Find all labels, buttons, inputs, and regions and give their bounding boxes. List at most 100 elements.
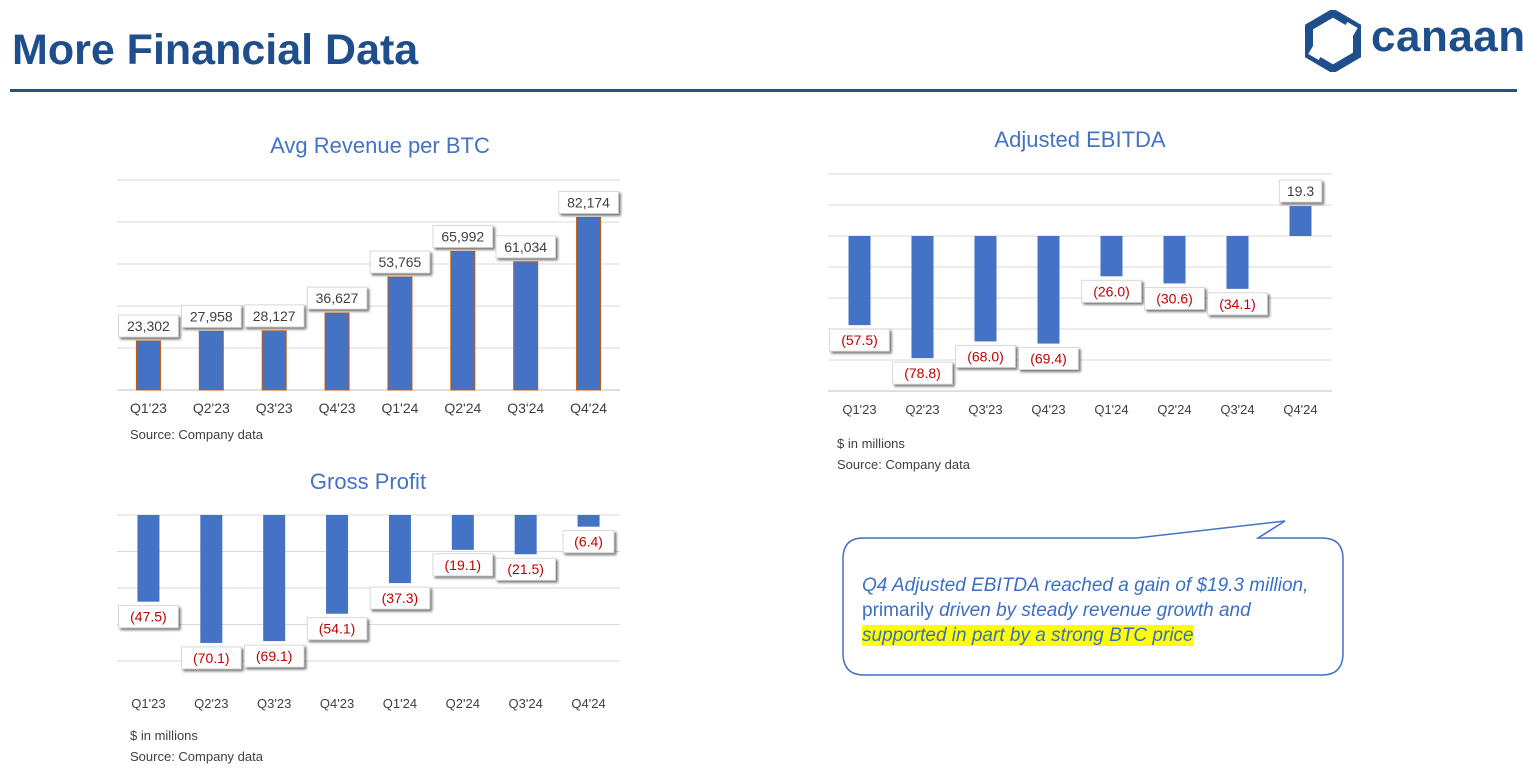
ebitda-data-label: (57.5) — [841, 332, 878, 348]
ebitda-data-label: 19.3 — [1287, 183, 1314, 199]
ebitda-x-tick-label: Q1'24 — [1094, 402, 1128, 417]
ebitda-x-tick-label: Q4'24 — [1283, 402, 1317, 417]
ebitda-data-label-box — [829, 328, 890, 352]
gross-source-note: Source: Company data — [130, 749, 263, 764]
revenue-data-label-box — [369, 250, 431, 274]
gross-data-label-box — [243, 644, 305, 668]
callout-line-1: Q4 Adjusted EBITDA reached a gain of $19… — [862, 575, 1309, 596]
revenue-data-label: 27,958 — [190, 308, 233, 324]
gross-data-label-box — [369, 586, 431, 610]
ebitda-data-label: (68.0) — [967, 348, 1004, 364]
gross-bar — [263, 515, 286, 642]
gross-bar — [514, 515, 537, 555]
revenue-data-label: 61,034 — [504, 239, 547, 255]
gross-data-label: (37.3) — [382, 590, 419, 606]
ebitda-data-label: (26.0) — [1093, 283, 1130, 299]
ebitda-chart-title: Adjusted EBITDA — [994, 127, 1166, 152]
revenue-x-tick-label: Q3'23 — [256, 400, 293, 416]
canaan-logo-icon — [1305, 10, 1361, 72]
gross-x-tick-label: Q1'23 — [131, 696, 165, 711]
revenue-x-tick-label: Q2'23 — [193, 400, 230, 416]
gross-x-tick-label: Q2'23 — [194, 696, 228, 711]
revenue-data-label-box — [432, 225, 494, 248]
gross-data-label-box — [181, 646, 242, 670]
gross-x-tick-label: Q3'23 — [257, 696, 291, 711]
page-title: More Financial Data — [12, 26, 419, 74]
ebitda-x-tick-label: Q1'23 — [842, 402, 876, 417]
revenue-x-tick-label: Q4'24 — [570, 400, 607, 416]
revenue-chart-title: Avg Revenue per BTC — [270, 133, 490, 158]
ebitda-x-tick-label: Q2'24 — [1157, 402, 1191, 417]
ebitda-x-tick-label: Q2'23 — [905, 402, 939, 417]
revenue-data-label-box — [243, 304, 305, 328]
callout-text: Q4 Adjusted EBITDA reached a gain of $19… — [862, 573, 1337, 648]
gross-bar — [200, 515, 223, 643]
revenue-x-tick-label: Q1'23 — [130, 400, 167, 416]
revenue-bar — [387, 276, 413, 391]
ebitda-bar — [1289, 206, 1312, 236]
gross-data-label: (19.1) — [445, 557, 482, 573]
ebitda-data-label-box — [1018, 347, 1079, 370]
ebitda-data-label: (78.8) — [904, 365, 941, 381]
canaan-logo: canaan — [1303, 10, 1523, 72]
gross-data-label: (21.5) — [507, 561, 544, 577]
title-divider — [10, 89, 1517, 92]
revenue-data-label: 36,627 — [316, 290, 359, 306]
gross-x-tick-label: Q4'24 — [571, 696, 605, 711]
gross-bar — [388, 515, 411, 584]
gross-data-label-box — [495, 557, 556, 581]
gross-data-label: (6.4) — [574, 534, 603, 550]
gross-x-tick-label: Q2'24 — [446, 696, 480, 711]
revenue-bar — [450, 250, 476, 391]
revenue-data-label-box — [181, 304, 242, 328]
revenue-data-label: 53,765 — [379, 254, 422, 270]
revenue-data-label-box — [558, 191, 619, 214]
gross-unit-note: $ in millions — [130, 728, 198, 743]
gross-data-label: (69.1) — [256, 648, 293, 664]
revenue-source-note: Source: Company data — [130, 427, 263, 442]
logo-text: canaan — [1371, 12, 1523, 61]
ebitda-data-label: (69.4) — [1030, 351, 1067, 367]
ebitda-bar — [848, 236, 871, 326]
gross-x-tick-label: Q3'24 — [509, 696, 543, 711]
gross-bar — [451, 515, 474, 550]
revenue-data-label: 65,992 — [441, 228, 484, 244]
gross-bar — [326, 515, 349, 614]
gross-bar — [577, 515, 600, 527]
ebitda-source-note: Source: Company data — [837, 457, 970, 472]
revenue-data-label-box — [118, 314, 179, 338]
ebitda-data-label-box — [892, 361, 953, 385]
revenue-x-tick-label: Q3'24 — [507, 400, 544, 416]
ebitda-x-tick-label: Q3'24 — [1220, 402, 1254, 417]
gross-bar — [137, 515, 160, 602]
gross-data-label-box — [306, 617, 368, 641]
ebitda-unit-note: $ in millions — [837, 436, 905, 451]
revenue-data-label-box — [495, 235, 556, 259]
ebitda-data-label: (34.1) — [1219, 296, 1256, 312]
ebitda-data-label-box — [1081, 279, 1142, 303]
gross-data-label: (70.1) — [193, 650, 230, 666]
gross-data-label: (47.5) — [130, 609, 167, 625]
ebitda-data-label-box — [1278, 179, 1323, 203]
revenue-x-tick-label: Q2'24 — [444, 400, 481, 416]
revenue-bar — [576, 216, 602, 391]
ebitda-bar — [974, 236, 997, 342]
revenue-bar — [198, 330, 224, 391]
revenue-data-label-box — [306, 286, 368, 310]
callout-highlight: supported in part by a strong BTC price — [862, 625, 1194, 646]
gross-data-label-box — [118, 605, 179, 629]
revenue-bar — [261, 330, 287, 391]
callout-line-2b: driven by steady revenue growth and — [939, 600, 1251, 621]
callout-line-2a: primarily — [862, 600, 940, 621]
gross-profit-chart-title: Gross Profit — [309, 469, 427, 494]
ebitda-bar — [1226, 236, 1249, 289]
revenue-bar — [135, 340, 161, 391]
ebitda-data-label-box — [1207, 292, 1268, 316]
gross-x-tick-label: Q1'24 — [383, 696, 417, 711]
revenue-data-label: 28,127 — [253, 308, 296, 324]
ebitda-data-label: (30.6) — [1156, 290, 1193, 306]
revenue-bar — [513, 261, 539, 391]
ebitda-bar — [911, 236, 934, 359]
gross-x-tick-label: Q4'23 — [320, 696, 354, 711]
